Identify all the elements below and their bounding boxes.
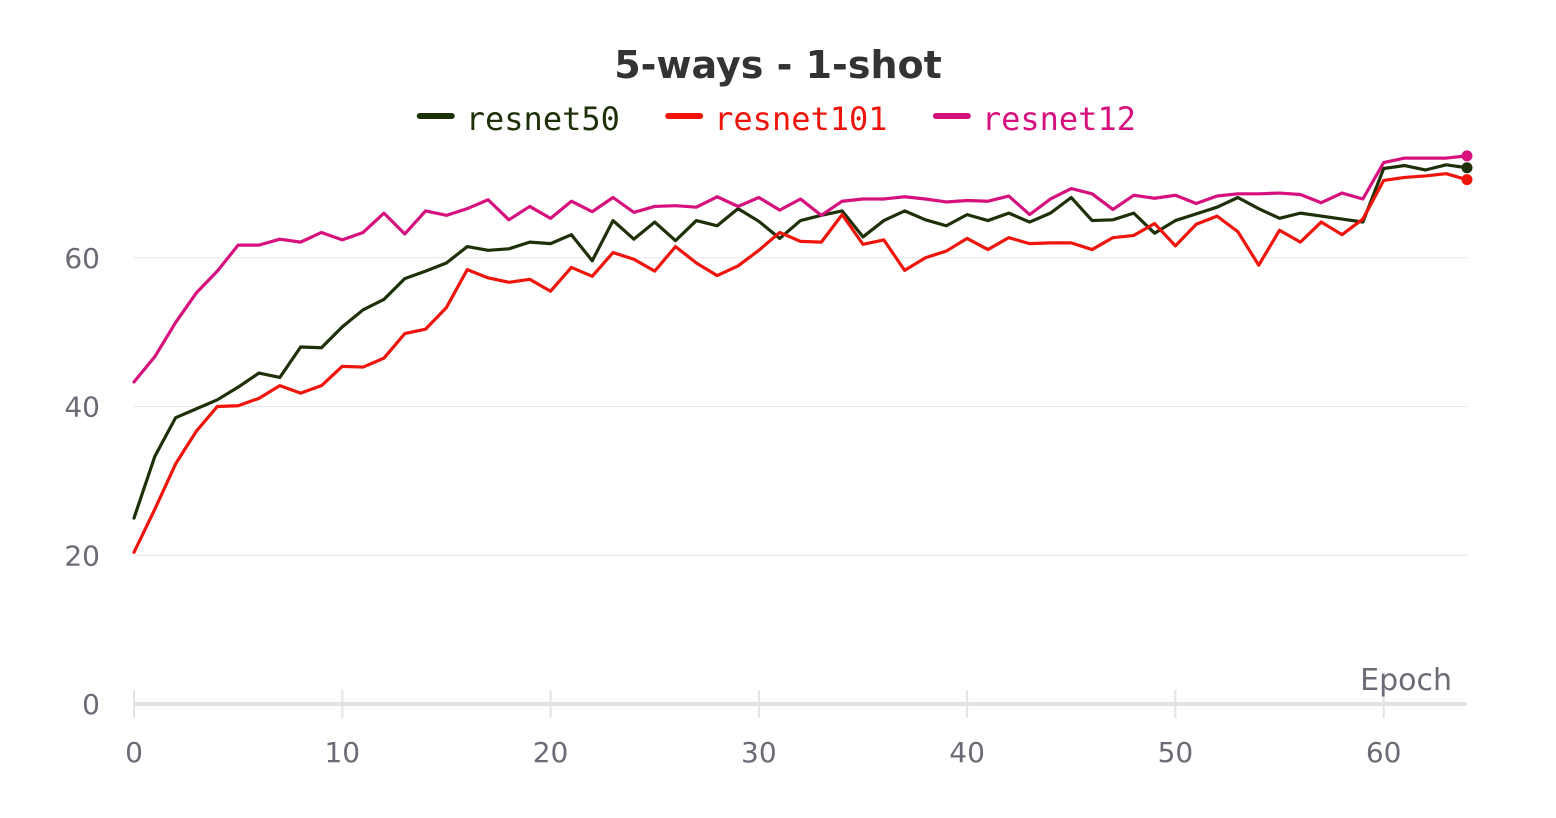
series-line-resnet50 — [132, 163, 1469, 520]
legend-label-resnet101: resnet101 — [714, 100, 887, 138]
y-tick-label: 40 — [64, 391, 100, 424]
x-tick-label: 20 — [533, 736, 569, 769]
plot-area — [132, 150, 1473, 554]
x-tick-label: 50 — [1158, 736, 1194, 769]
legend-label-resnet50: resnet50 — [466, 100, 620, 138]
grid-lines — [134, 257, 1467, 556]
x-axis-label: Epoch — [1360, 663, 1452, 698]
y-axis: 0 20 40 60 — [64, 242, 100, 721]
x-tick-label: 30 — [741, 736, 777, 769]
series-line-resnet101 — [132, 172, 1469, 554]
legend: resnet50 resnet101 resnet12 — [416, 100, 1136, 138]
chart-title: 5-ways - 1-shot — [614, 43, 942, 87]
legend-label-resnet12: resnet12 — [982, 100, 1136, 138]
y-tick-label: 0 — [82, 688, 100, 721]
series-line-resnet12 — [132, 154, 1469, 384]
series-endpoint-resnet12 — [1461, 150, 1473, 162]
x-axis: 0 10 20 30 40 50 60 — [125, 690, 1467, 769]
series-endpoint-resnet101 — [1461, 174, 1473, 186]
x-tick-label: 10 — [324, 736, 360, 769]
x-tick-label: 0 — [125, 736, 143, 769]
x-tick-label: 40 — [949, 736, 985, 769]
series-endpoint-resnet50 — [1461, 162, 1473, 174]
y-tick-label: 20 — [64, 539, 100, 572]
y-tick-label: 60 — [64, 242, 100, 275]
x-tick-label: 60 — [1366, 736, 1402, 769]
